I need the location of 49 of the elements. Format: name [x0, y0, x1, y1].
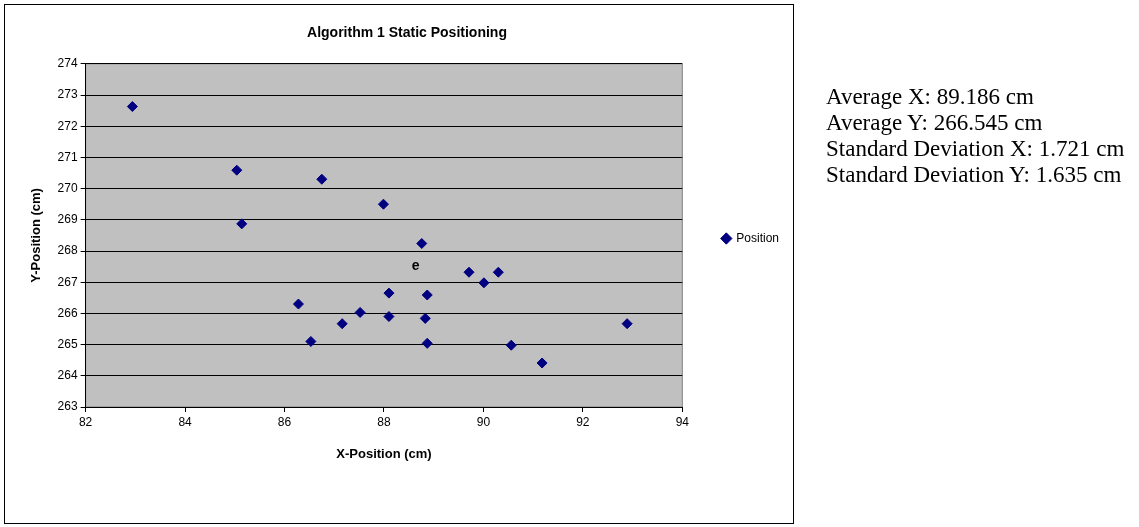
point — [505, 339, 517, 351]
chart-title: Algorithm 1 Static Positioning — [307, 24, 507, 41]
legend-label: Position — [736, 230, 780, 245]
y-tick-label: 263 — [57, 399, 78, 414]
y-tick-label: 272 — [57, 118, 78, 133]
point — [463, 266, 475, 278]
x-tick-label: 90 — [476, 414, 491, 429]
y-tick-label: 267 — [57, 274, 78, 289]
x-axis-title: X-Position (cm) — [336, 445, 432, 461]
y-axis-title: Y-Position (cm) — [28, 188, 44, 283]
text: Average Y: 266.545 cm — [826, 110, 1044, 136]
y-tick-label: 268 — [57, 243, 78, 258]
point — [231, 164, 243, 176]
point — [292, 298, 304, 310]
point — [336, 318, 348, 330]
point — [421, 337, 433, 349]
point — [492, 266, 504, 278]
point — [416, 238, 428, 250]
x-tick-label: 84 — [178, 414, 193, 429]
x-tick-label: 88 — [377, 414, 391, 429]
y-tick-label: 270 — [57, 180, 78, 195]
x-tick-label: 92 — [576, 414, 590, 429]
point — [383, 287, 395, 299]
y-tick-label: 269 — [57, 212, 78, 227]
point — [536, 357, 548, 369]
point — [126, 101, 138, 113]
point — [383, 311, 395, 323]
text: Standard Deviation X: 1.721 cm — [826, 136, 1126, 162]
point — [421, 289, 433, 301]
x-tick-label: 94 — [675, 414, 690, 429]
point — [478, 277, 490, 289]
y-tick-label: 264 — [57, 368, 78, 383]
y-tick-label: 265 — [57, 336, 78, 351]
point — [377, 198, 389, 210]
y-tick-label: 274 — [57, 56, 78, 71]
point — [419, 312, 431, 324]
y-tick-label: 273 — [57, 87, 78, 102]
point — [305, 335, 317, 347]
point — [316, 173, 328, 185]
point — [354, 306, 366, 318]
text: Standard Deviation Y: 1.635 cm — [826, 162, 1123, 188]
y-tick-label: 271 — [57, 149, 78, 164]
point — [236, 218, 248, 230]
text: Average X: 89.186 cm — [826, 84, 1035, 110]
x-tick-label: 82 — [78, 414, 93, 429]
point — [621, 318, 633, 330]
annotation: e — [411, 257, 420, 274]
y-tick-label: 266 — [57, 305, 78, 320]
x-tick-label: 86 — [277, 414, 292, 429]
